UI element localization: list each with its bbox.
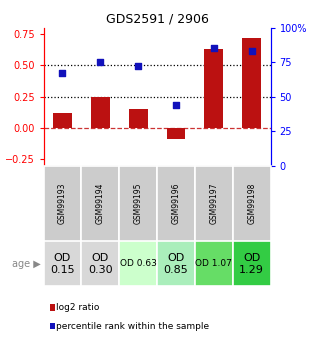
Bar <box>119 241 157 286</box>
Text: OD
0.85: OD 0.85 <box>164 253 188 275</box>
Bar <box>204 49 223 128</box>
Bar <box>91 97 110 128</box>
Bar <box>242 38 261 128</box>
Bar <box>53 113 72 128</box>
Bar <box>157 166 195 242</box>
Point <box>98 59 103 65</box>
Bar <box>129 109 148 128</box>
Bar <box>157 241 195 286</box>
Text: percentile rank within the sample: percentile rank within the sample <box>56 322 210 331</box>
Bar <box>44 241 81 286</box>
Text: GSM99196: GSM99196 <box>171 183 180 224</box>
Text: OD 0.63: OD 0.63 <box>120 259 156 268</box>
Point <box>211 46 216 51</box>
Bar <box>195 241 233 286</box>
Bar <box>166 128 185 139</box>
Bar <box>81 166 119 242</box>
Bar <box>119 166 157 242</box>
Bar <box>44 166 81 242</box>
Bar <box>233 166 271 242</box>
Text: GSM99197: GSM99197 <box>209 183 218 224</box>
Text: OD
0.30: OD 0.30 <box>88 253 113 275</box>
Text: GSM99198: GSM99198 <box>247 183 256 224</box>
Text: age ▶: age ▶ <box>12 259 40 269</box>
Bar <box>233 241 271 286</box>
Text: log2 ratio: log2 ratio <box>56 303 100 312</box>
Point <box>60 70 65 76</box>
Text: GSM99194: GSM99194 <box>96 183 105 224</box>
Text: GSM99193: GSM99193 <box>58 183 67 224</box>
Point <box>174 102 179 108</box>
Text: OD
1.29: OD 1.29 <box>239 253 264 275</box>
Text: OD 1.07: OD 1.07 <box>195 259 232 268</box>
Point <box>136 63 141 69</box>
Bar <box>195 166 233 242</box>
Title: GDS2591 / 2906: GDS2591 / 2906 <box>106 12 208 25</box>
Text: OD
0.15: OD 0.15 <box>50 253 75 275</box>
Text: GSM99195: GSM99195 <box>134 183 143 224</box>
Point <box>249 48 254 54</box>
Bar <box>81 241 119 286</box>
